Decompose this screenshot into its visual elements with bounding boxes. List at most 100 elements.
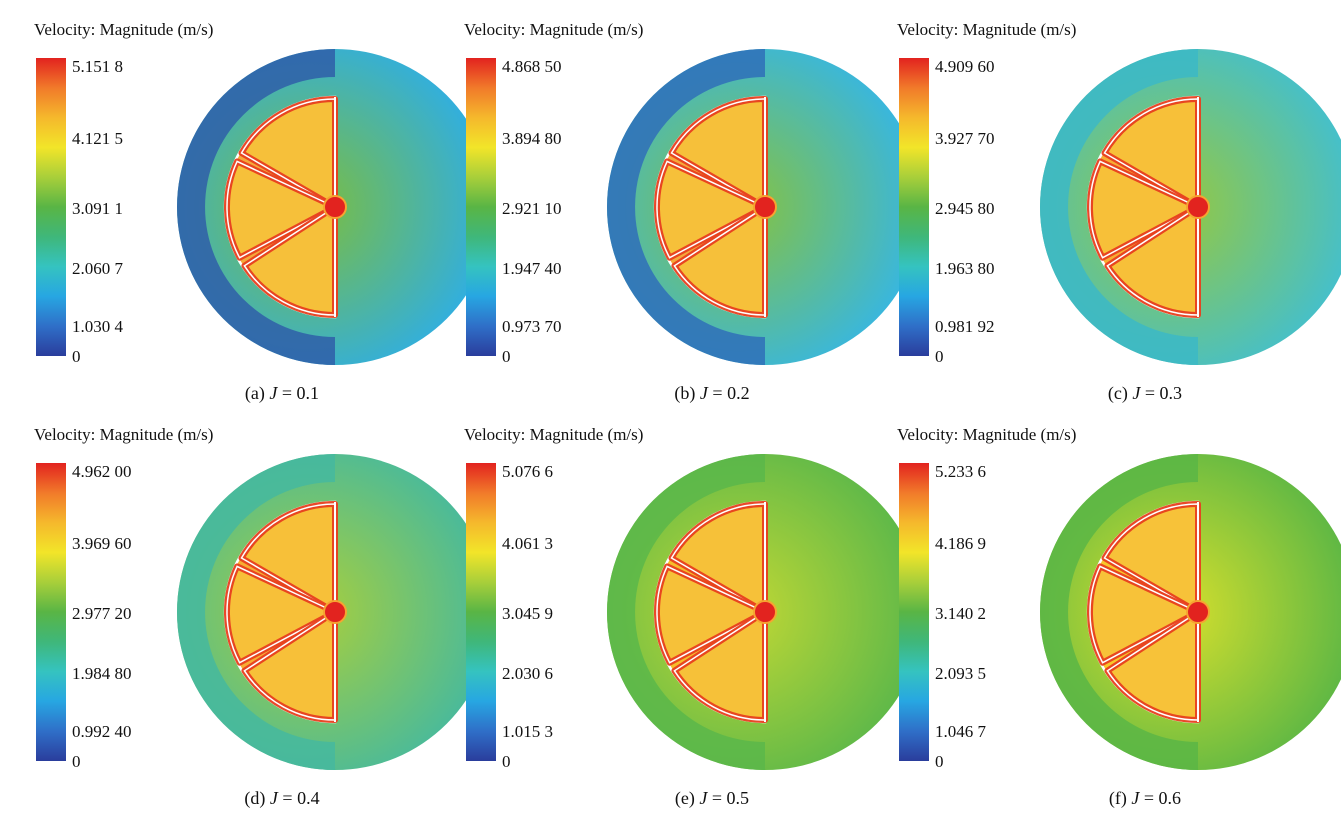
legend-title: Velocity: Magnitude (m/s) <box>464 425 644 444</box>
caption-value: = 0.1 <box>281 383 320 403</box>
left-wake-region <box>177 49 335 365</box>
colorbar <box>466 58 496 356</box>
panel-d: Velocity: Magnitude (m/s) 4.962 00 3.969 6… <box>32 425 493 835</box>
panel-a: Velocity: Magnitude (m/s) 5.151 8 4.121 5 3… <box>32 20 493 430</box>
colorbar-tick-label: 0.973 70 <box>502 317 562 336</box>
caption-value: = 0.5 <box>711 788 750 808</box>
blade-outline <box>1106 205 1199 316</box>
rotor-hub <box>753 600 777 624</box>
colorbar-tick-label: 0 <box>935 752 944 771</box>
panel-f: Velocity: Magnitude (m/s) 5.233 6 4.186 9 3… <box>895 425 1341 835</box>
blade-outline <box>1089 160 1200 259</box>
panel-b: Velocity: Magnitude (m/s) 4.868 50 3.894 8… <box>462 20 923 430</box>
caption-prefix: (e) <box>674 788 695 808</box>
blade-outline <box>243 205 336 316</box>
colorbar-tick-label: 4.186 9 <box>935 534 986 553</box>
colorbar <box>36 463 66 761</box>
caption-value: = 0.4 <box>282 788 320 808</box>
colorbar-tick-label: 0 <box>72 347 81 366</box>
colorbar <box>899 58 929 356</box>
colorbar-tick-label: 5.076 6 <box>502 462 553 481</box>
left-wake-region <box>1040 454 1198 770</box>
legend-title: Velocity: Magnitude (m/s) <box>34 425 214 444</box>
velocity-contour-plot <box>177 49 493 365</box>
caption-prefix: (c) <box>1107 383 1128 403</box>
colorbar-tick-label: 5.233 6 <box>935 462 986 481</box>
colorbar-tick-label: 2.030 6 <box>502 664 553 683</box>
colorbar-tick-label: 3.894 80 <box>502 129 562 148</box>
rotor-hub <box>1186 600 1210 624</box>
panel-caption: (d) J = 0.4 <box>202 788 362 809</box>
caption-j-symbol: J <box>699 788 708 808</box>
velocity-contour-plot <box>607 49 923 365</box>
legend-title: Velocity: Magnitude (m/s) <box>897 20 1077 39</box>
colorbar-tick-label: 0 <box>502 752 511 771</box>
colorbar-tick-label: 0 <box>935 347 944 366</box>
colorbar-tick-label: 0.981 92 <box>935 317 995 336</box>
velocity-contour-plot <box>1040 454 1341 770</box>
blade-outline <box>673 610 766 721</box>
colorbar-tick-label: 4.868 50 <box>502 57 562 76</box>
caption-value: = 0.3 <box>1144 383 1183 403</box>
left-wake-region <box>1040 49 1198 365</box>
blade-outline <box>1103 503 1199 614</box>
colorbar-tick-label: 2.921 10 <box>502 199 562 218</box>
rotor-hub <box>753 195 777 219</box>
colorbar-tick-label: 2.977 20 <box>72 604 132 623</box>
left-wake-region <box>607 49 765 365</box>
colorbar-tick-label: 0 <box>502 347 511 366</box>
blade-outline <box>673 205 766 316</box>
colorbar-tick-label: 2.945 80 <box>935 199 995 218</box>
caption-j-symbol: J <box>1131 788 1140 808</box>
blade-outline <box>226 160 337 259</box>
colorbar-tick-label: 1.015 3 <box>502 722 553 741</box>
blade-outline <box>670 503 766 614</box>
blade-outline <box>1089 565 1200 664</box>
colorbar-tick-label: 3.091 1 <box>72 199 123 218</box>
colorbar-tick-label: 0.992 40 <box>72 722 132 741</box>
panel-caption: (a) J = 0.1 <box>202 383 362 404</box>
colorbar-tick-label: 1.030 4 <box>72 317 123 336</box>
rotor-hub <box>323 195 347 219</box>
colorbar-tick-label: 1.046 7 <box>935 722 986 741</box>
panel-c: Velocity: Magnitude (m/s) 4.909 60 3.927 7… <box>895 20 1341 430</box>
panel-caption: (b) J = 0.2 <box>632 383 792 404</box>
colorbar-tick-label: 2.093 5 <box>935 664 986 683</box>
panel-caption: (f) J = 0.6 <box>1065 788 1225 809</box>
left-wake-region <box>177 454 335 770</box>
blade-outline <box>226 565 337 664</box>
colorbar-tick-label: 1.984 80 <box>72 664 132 683</box>
colorbar-tick-label: 3.140 2 <box>935 604 986 623</box>
blade-outline <box>670 98 766 209</box>
blade-outline <box>240 503 336 614</box>
velocity-contour-plot <box>607 454 923 770</box>
rotor-hub <box>323 600 347 624</box>
colorbar-tick-label: 4.061 3 <box>502 534 553 553</box>
colorbar-tick-label: 4.962 00 <box>72 462 132 481</box>
blade-outline <box>656 565 767 664</box>
panel-caption: (e) J = 0.5 <box>632 788 792 809</box>
left-wake-region <box>607 454 765 770</box>
blade-outline <box>243 610 336 721</box>
caption-prefix: (f) <box>1108 788 1127 808</box>
colorbar-tick-label: 0 <box>72 752 81 771</box>
colorbar-tick-label: 1.963 80 <box>935 259 995 278</box>
blade-outline <box>1103 98 1199 209</box>
caption-j-symbol: J <box>1132 383 1141 403</box>
colorbar-tick-label: 3.969 60 <box>72 534 132 553</box>
caption-value: = 0.6 <box>1143 788 1182 808</box>
panel-caption: (c) J = 0.3 <box>1065 383 1225 404</box>
legend-title: Velocity: Magnitude (m/s) <box>34 20 214 39</box>
caption-j-symbol: J <box>699 383 708 403</box>
caption-value: = 0.2 <box>712 383 750 403</box>
colorbar-tick-label: 3.045 9 <box>502 604 553 623</box>
colorbar-tick-label: 5.151 8 <box>72 57 123 76</box>
velocity-contour-plot <box>1040 49 1341 365</box>
caption-prefix: (a) <box>244 383 265 403</box>
colorbar-tick-label: 1.947 40 <box>502 259 562 278</box>
blade-outline <box>240 98 336 209</box>
colorbar <box>36 58 66 356</box>
caption-j-symbol: J <box>269 788 278 808</box>
colorbar-tick-label: 3.927 70 <box>935 129 995 148</box>
caption-prefix: (d) <box>244 788 266 808</box>
